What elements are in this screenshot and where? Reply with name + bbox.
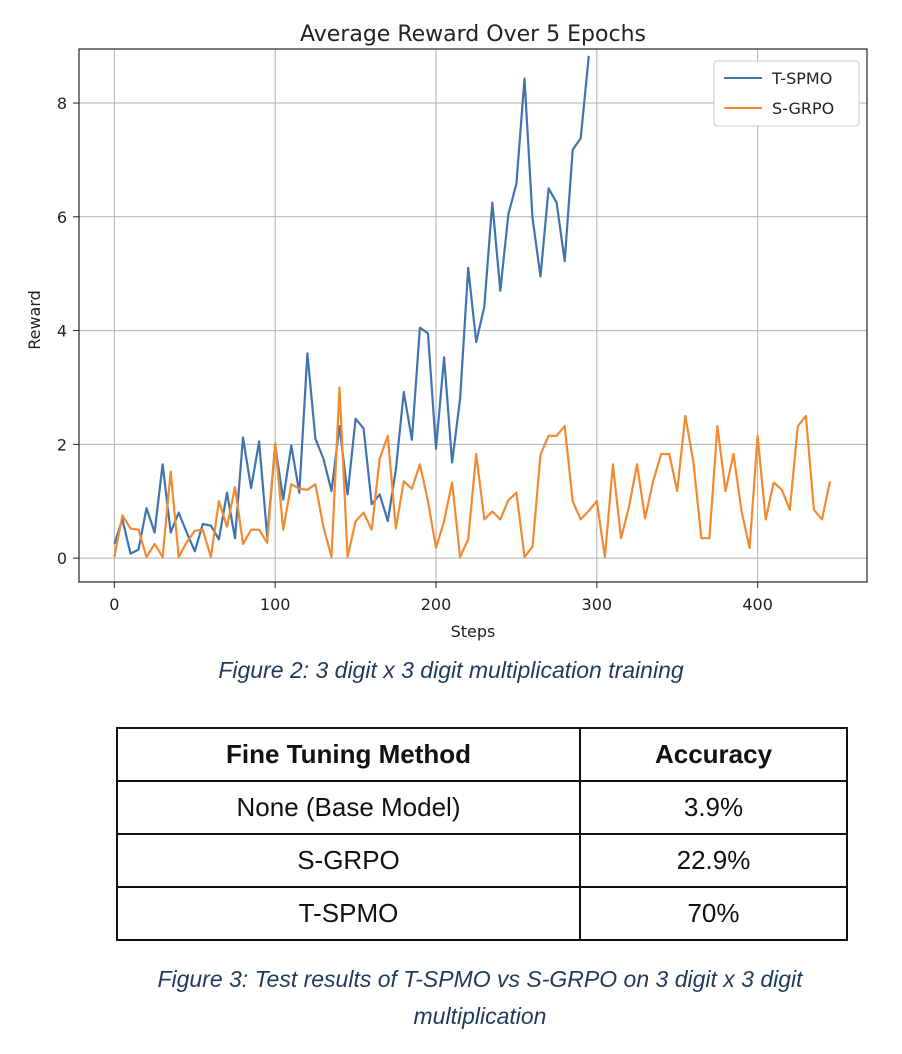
- series-lines: [113, 55, 832, 559]
- x-tick-label: 400: [742, 595, 773, 614]
- x-axis-label: Steps: [451, 622, 496, 641]
- method-cell: None (Base Model): [116, 780, 581, 835]
- accuracy-cell: 70%: [579, 886, 848, 941]
- method-cell: S-GRPO: [116, 833, 581, 888]
- table-row: S-GRPO 22.9%: [116, 833, 848, 888]
- results-table: Fine Tuning Method Accuracy None (Base M…: [116, 727, 848, 941]
- table-row: None (Base Model) 3.9%: [116, 780, 848, 835]
- x-tick-label: 0: [109, 595, 119, 614]
- chart-legend: T-SPMO S-GRPO: [713, 60, 860, 127]
- legend-label-t-spmo: T-SPMO: [771, 69, 832, 88]
- series-line-s-grpo: [113, 386, 832, 559]
- method-cell: T-SPMO: [116, 886, 581, 941]
- figure-3-caption: Figure 3: Test results of T-SPMO vs S-GR…: [157, 966, 803, 1029]
- chart-title: Average Reward Over 5 Epochs: [300, 22, 646, 47]
- y-tick-label: 2: [57, 435, 67, 454]
- figure-2-caption: Figure 2: 3 digit x 3 digit multiplicati…: [218, 657, 684, 683]
- y-tick-label: 0: [57, 549, 67, 568]
- y-axis-label: Reward: [25, 290, 44, 350]
- series-line-t-spmo: [113, 55, 590, 555]
- accuracy-cell: 3.9%: [579, 780, 848, 835]
- legend-label-s-grpo: S-GRPO: [772, 99, 834, 118]
- y-tick-label: 4: [57, 322, 67, 341]
- x-tick-label: 100: [260, 595, 291, 614]
- x-tick-label: 300: [582, 595, 613, 614]
- table-header-row: Fine Tuning Method Accuracy: [116, 727, 848, 782]
- table-row: T-SPMO 70%: [116, 886, 848, 941]
- axis-ticks: 0 100 200 300 400 0 2 4 6 8: [57, 94, 773, 614]
- plot-area-frame: [78, 48, 868, 583]
- reward-line-chart: Average Reward Over 5 Epochs 0 100 200 300 4…: [25, 22, 868, 641]
- y-tick-label: 6: [57, 208, 67, 227]
- accuracy-cell: 22.9%: [579, 833, 848, 888]
- header-method: Fine Tuning Method: [116, 727, 581, 782]
- y-tick-label: 8: [57, 94, 67, 113]
- header-accuracy: Accuracy: [579, 727, 848, 782]
- x-tick-label: 200: [421, 595, 452, 614]
